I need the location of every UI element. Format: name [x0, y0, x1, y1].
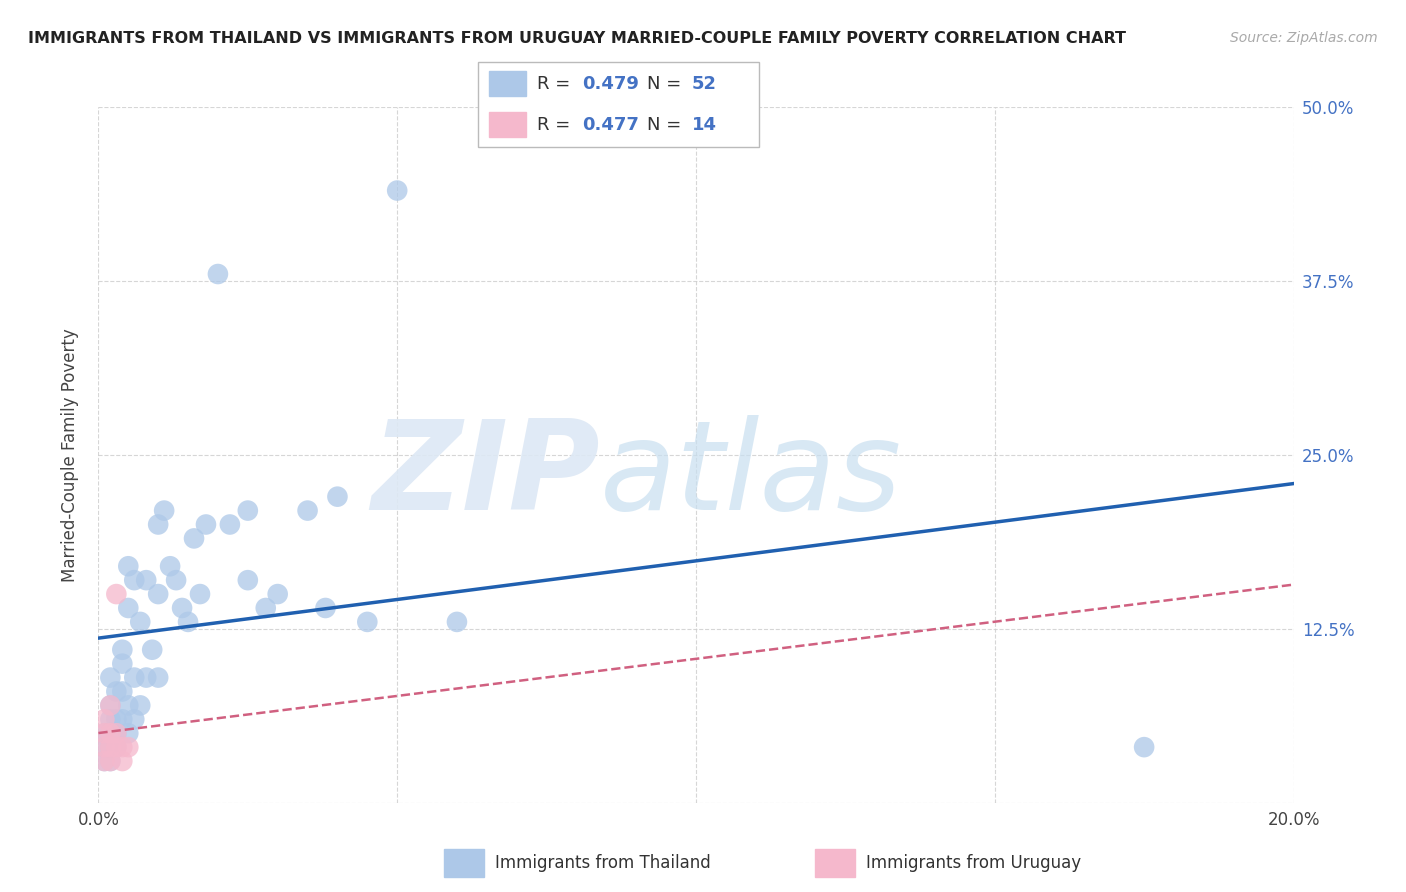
Point — [98, 740, 122, 755]
Point — [254, 601, 277, 615]
Point — [315, 601, 337, 615]
Point — [93, 712, 115, 726]
Point — [93, 726, 115, 740]
Text: Source: ZipAtlas.com: Source: ZipAtlas.com — [1230, 31, 1378, 45]
Point — [93, 754, 115, 768]
Point — [111, 740, 134, 755]
Point — [98, 712, 122, 726]
Text: 0.477: 0.477 — [582, 116, 638, 134]
Point — [236, 503, 259, 517]
Text: N =: N = — [647, 116, 686, 134]
Point — [446, 615, 468, 629]
Point — [93, 726, 115, 740]
Point — [159, 559, 181, 574]
Text: Immigrants from Uruguay: Immigrants from Uruguay — [866, 854, 1081, 872]
Point — [105, 740, 128, 755]
Point — [188, 587, 211, 601]
Text: R =: R = — [537, 75, 576, 93]
FancyBboxPatch shape — [444, 849, 484, 877]
Point — [177, 615, 200, 629]
Point — [129, 698, 152, 713]
Point — [124, 712, 146, 726]
Text: ZIP: ZIP — [371, 416, 600, 536]
Point — [124, 573, 146, 587]
Text: IMMIGRANTS FROM THAILAND VS IMMIGRANTS FROM URUGUAY MARRIED-COUPLE FAMILY POVERT: IMMIGRANTS FROM THAILAND VS IMMIGRANTS F… — [28, 31, 1126, 46]
Point — [105, 726, 128, 740]
Text: atlas: atlas — [600, 416, 903, 536]
Point — [236, 573, 259, 587]
Point — [98, 671, 122, 685]
Point — [105, 587, 128, 601]
Point — [111, 642, 134, 657]
Point — [129, 615, 152, 629]
Point — [98, 698, 122, 713]
Point — [117, 601, 139, 615]
FancyBboxPatch shape — [815, 849, 855, 877]
Text: Immigrants from Thailand: Immigrants from Thailand — [495, 854, 710, 872]
Point — [153, 503, 176, 517]
Point — [117, 740, 139, 755]
FancyBboxPatch shape — [489, 71, 526, 96]
Point — [98, 754, 122, 768]
Point — [148, 587, 170, 601]
Point — [105, 712, 128, 726]
Point — [111, 684, 134, 698]
Point — [297, 503, 319, 517]
Point — [141, 642, 163, 657]
Point — [356, 615, 378, 629]
Point — [105, 726, 128, 740]
Point — [1133, 740, 1156, 755]
Point — [117, 559, 139, 574]
Point — [93, 754, 115, 768]
Point — [219, 517, 242, 532]
Point — [98, 754, 122, 768]
Point — [124, 671, 146, 685]
Point — [165, 573, 187, 587]
Text: R =: R = — [537, 116, 576, 134]
Point — [117, 726, 139, 740]
Point — [93, 740, 115, 755]
Point — [98, 740, 122, 755]
Point — [183, 532, 205, 546]
Point — [195, 517, 218, 532]
Y-axis label: Married-Couple Family Poverty: Married-Couple Family Poverty — [60, 328, 79, 582]
Point — [148, 517, 170, 532]
Point — [135, 573, 157, 587]
Text: 14: 14 — [692, 116, 717, 134]
Point — [98, 698, 122, 713]
Point — [105, 684, 128, 698]
Point — [326, 490, 349, 504]
Point — [207, 267, 229, 281]
Point — [385, 184, 409, 198]
Point — [111, 657, 134, 671]
FancyBboxPatch shape — [489, 112, 526, 137]
Point — [172, 601, 194, 615]
Text: 52: 52 — [692, 75, 717, 93]
Point — [148, 671, 170, 685]
Text: N =: N = — [647, 75, 686, 93]
Point — [98, 726, 122, 740]
Point — [117, 698, 139, 713]
Point — [111, 712, 134, 726]
Point — [267, 587, 290, 601]
Point — [135, 671, 157, 685]
Text: 0.479: 0.479 — [582, 75, 638, 93]
Point — [93, 740, 115, 755]
FancyBboxPatch shape — [478, 62, 759, 147]
Point — [111, 754, 134, 768]
Point — [105, 740, 128, 755]
